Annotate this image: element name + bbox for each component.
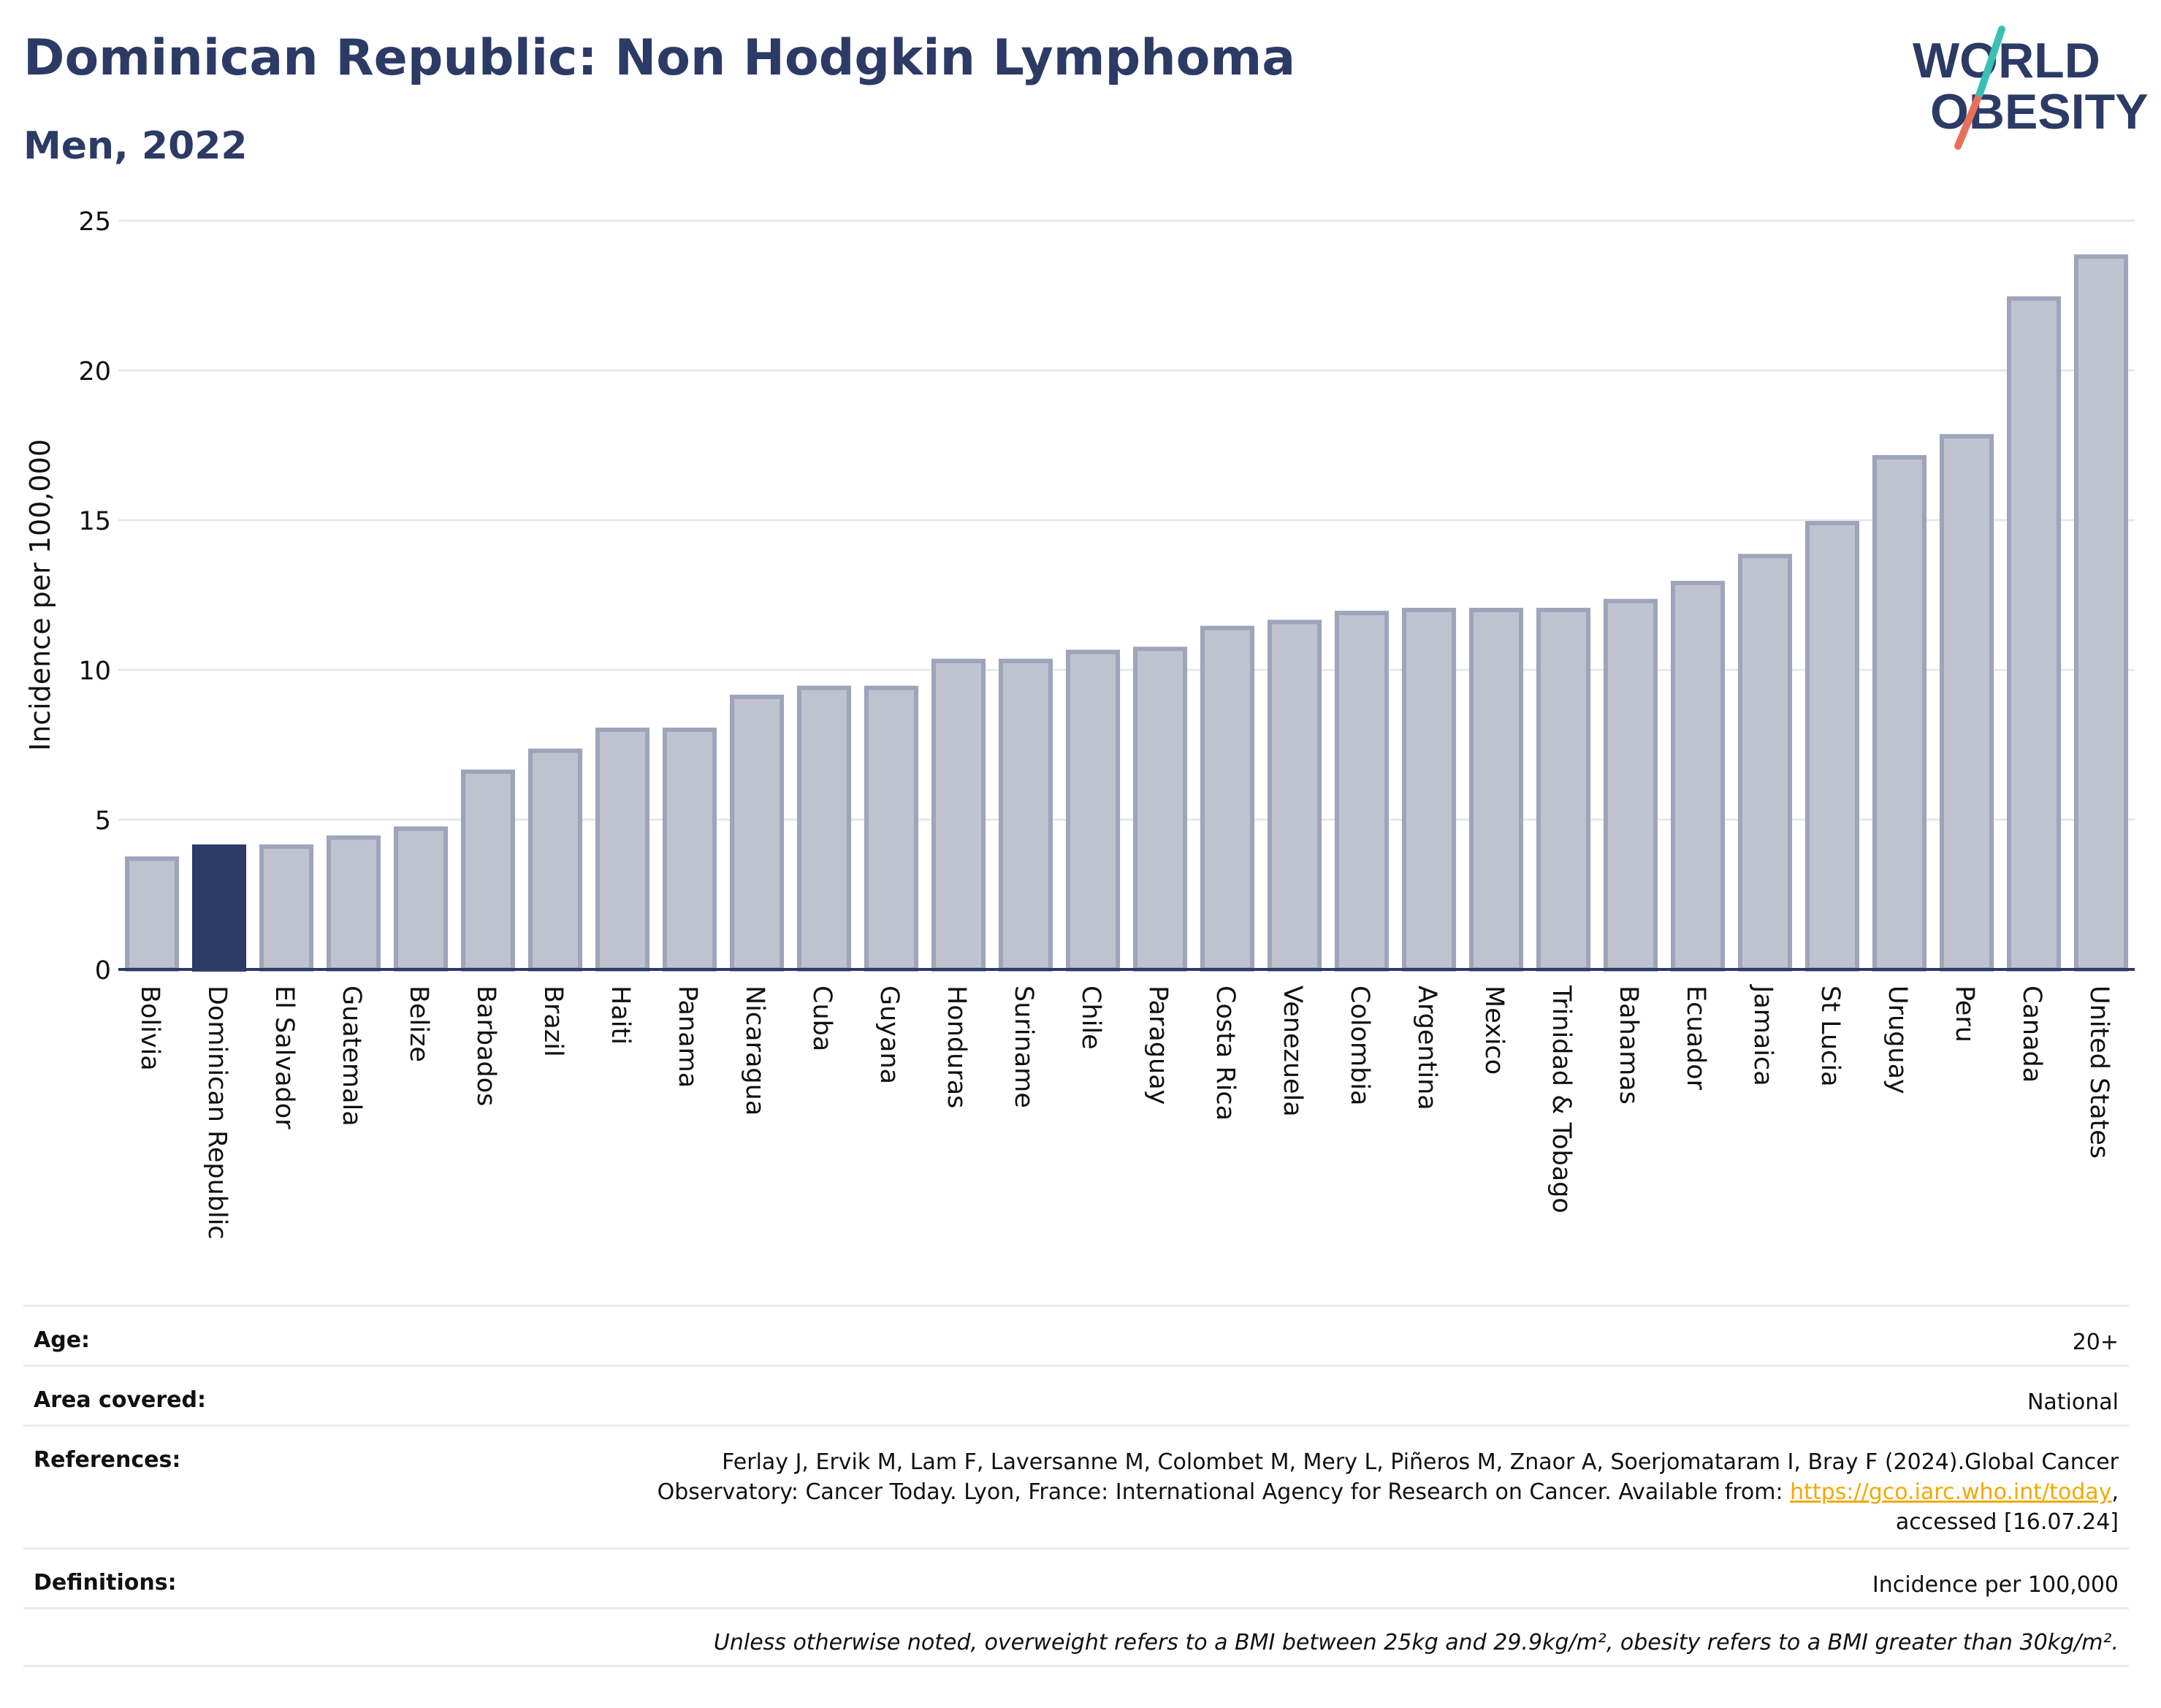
bar (998, 658, 1053, 972)
bar-highlighted (191, 844, 247, 972)
world-obesity-logo: WORLD OBESITY (1913, 26, 2148, 150)
meta-row-area: Area covered: National (23, 1365, 2129, 1425)
bars-layer (124, 254, 2129, 972)
meta-row-note: Unless otherwise noted, overweight refer… (23, 1607, 2129, 1667)
x-tick-label: Peru (1950, 985, 1979, 1042)
x-tick-label: Dominican Republic (202, 985, 232, 1240)
bar (393, 826, 449, 972)
references-line2-prefix: Observatory: Cancer Today. Lyon, France:… (657, 1479, 1791, 1505)
bar (796, 685, 852, 972)
references-line2-suffix: , (2111, 1479, 2119, 1505)
metadata-table: Age: 20+ Area covered: National Referenc… (23, 1305, 2129, 1667)
x-tick-label: Argentina (1412, 985, 1441, 1110)
x-tick-label: Venezuela (1278, 985, 1307, 1117)
references-line3: accessed [16.07.24] (1895, 1509, 2119, 1535)
bar (527, 748, 583, 972)
bar (124, 856, 180, 972)
definitions-label: Definitions: (34, 1570, 177, 1595)
references-label: References: (34, 1447, 181, 1473)
x-tick-label: Colombia (1345, 985, 1374, 1105)
x-tick-label: Uruguay (1883, 985, 1912, 1094)
x-tick-label: Trinidad & Tobago (1547, 985, 1576, 1213)
x-tick-label: Guyana (874, 985, 904, 1084)
bar (2073, 254, 2129, 972)
meta-row-age: Age: 20+ (23, 1305, 2129, 1365)
age-value: 20+ (2072, 1330, 2119, 1355)
x-tick-label: Haiti (606, 985, 635, 1045)
bar (259, 844, 314, 972)
area-value: National (2027, 1389, 2119, 1415)
bar (595, 728, 650, 972)
logo-line1: WORLD (1913, 33, 2100, 88)
y-tick-label: 25 (78, 207, 111, 237)
x-tick-label: Jamaica (1748, 984, 1777, 1086)
logo-slash-lower (1954, 90, 1983, 150)
bar (662, 728, 717, 972)
x-tick-label: Suriname (1009, 985, 1038, 1108)
x-tick-label: Guatemala (337, 985, 366, 1126)
grid-layer (118, 219, 2135, 821)
bar (1804, 521, 1860, 972)
bar (729, 694, 785, 972)
meta-row-references: References: Ferlay J, Ervik M, Lam F, La… (23, 1425, 2129, 1547)
x-tick-label: Chile (1076, 985, 1105, 1050)
y-axis-label: Incidence per 100,000 (24, 439, 56, 751)
bar (1939, 434, 1994, 972)
references-line1: Ferlay J, Ervik M, Lam F, Laversanne M, … (722, 1449, 2119, 1475)
bar (460, 769, 516, 972)
bar-chart: 0 5 10 15 20 25 Bolivia Dominican Republic El S… (24, 207, 2135, 1240)
logo-slash-upper (1976, 26, 2005, 97)
bar (1200, 625, 1255, 972)
bar (1603, 598, 1658, 972)
bar (1065, 649, 1121, 972)
bar (326, 835, 381, 972)
bar (864, 685, 919, 972)
x-tick-label: Bolivia (135, 985, 164, 1071)
area-label: Area covered: (34, 1387, 206, 1413)
x-tick-label: United States (2084, 985, 2114, 1159)
x-tick-label: Belize (404, 985, 433, 1062)
bar (1670, 581, 1726, 972)
y-tick-label: 0 (95, 956, 111, 985)
y-tick-label: 10 (78, 657, 111, 686)
x-tick-label: Costa Rica (1211, 985, 1240, 1121)
references-link[interactable]: https://gco.iarc.who.int/today (1790, 1479, 2112, 1505)
y-tick-label: 15 (78, 507, 111, 536)
x-tick-label: Bahamas (1614, 985, 1643, 1105)
references-line2: Observatory: Cancer Today. Lyon, France:… (658, 1477, 2119, 1507)
y-tick-label: 5 (95, 807, 111, 836)
bar (1267, 619, 1322, 972)
bar (2006, 296, 2062, 972)
references-value: Ferlay J, Ervik M, Lam F, Laversanne M, … (658, 1447, 2119, 1537)
x-tick-label: Ecuador (1681, 985, 1710, 1091)
bar (1872, 454, 1927, 972)
y-tick-label: 20 (78, 357, 111, 386)
bar (1401, 608, 1457, 972)
x-tick-label: Brazil (538, 985, 568, 1057)
bar (1132, 647, 1188, 972)
x-tick-label: Honduras (942, 985, 971, 1108)
x-tick-label: Mexico (1479, 985, 1509, 1075)
page-title: Dominican Republic: Non Hodgkin Lymphoma (23, 29, 1296, 87)
definitions-value: Incidence per 100,000 (1872, 1572, 2119, 1598)
x-tick-label: Canada (2017, 985, 2046, 1083)
x-tick-labels: Bolivia Dominican Republic El Salvador Guat… (135, 984, 2114, 1240)
x-tick-label: Panama (673, 985, 702, 1088)
bar (931, 658, 986, 972)
x-tick-label: Cuba (807, 985, 836, 1051)
bar (1334, 611, 1390, 972)
x-tick-label: Barbados (471, 985, 500, 1106)
meta-row-definitions: Definitions: Incidence per 100,000 (23, 1547, 2129, 1607)
x-tick-label: St Lucia (1815, 985, 1845, 1087)
bar (1536, 608, 1591, 972)
x-tick-label: El Salvador (270, 985, 299, 1129)
obesity-definition-note: Unless otherwise noted, overweight refer… (713, 1630, 2119, 1655)
page-subtitle: Men, 2022 (23, 124, 248, 168)
x-tick-label: Paraguay (1143, 985, 1173, 1105)
x-tick-label: Nicaragua (740, 985, 769, 1116)
age-label: Age: (34, 1327, 91, 1353)
bar (1737, 554, 1793, 972)
bar (1468, 608, 1524, 972)
y-tick-labels: 0 5 10 15 20 25 (78, 207, 111, 985)
